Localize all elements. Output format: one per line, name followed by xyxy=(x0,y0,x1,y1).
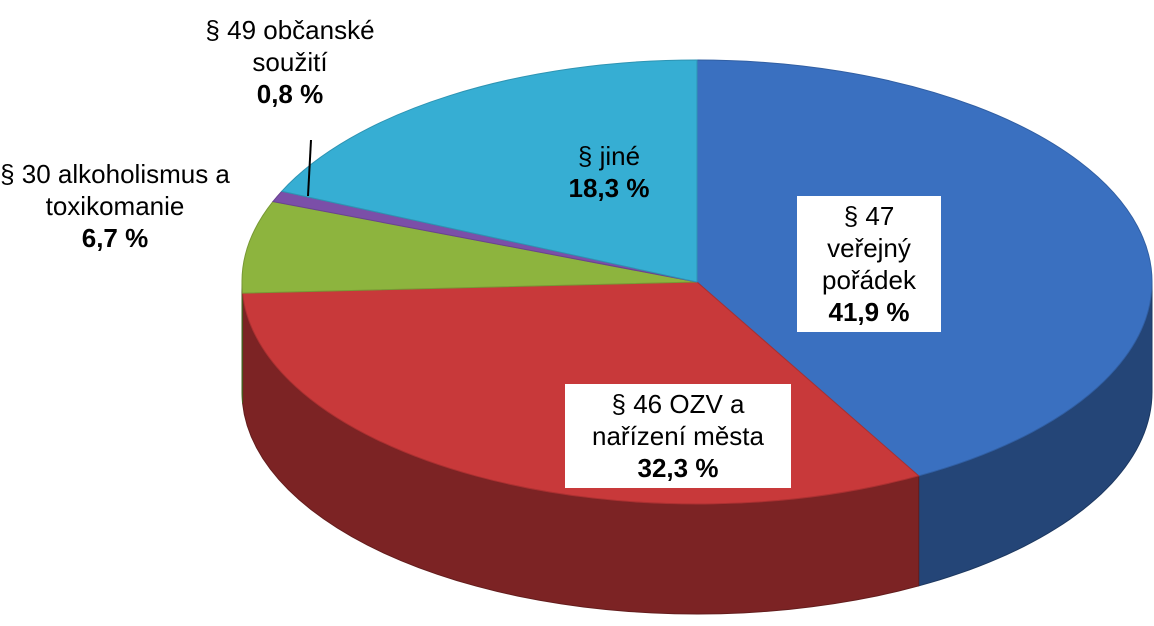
slice-label: § 30 alkoholismus a toxikomanie 6,7 % xyxy=(0,158,230,254)
pie-slice xyxy=(241,201,698,294)
value-label: 0,8 % xyxy=(256,79,324,109)
value-label: 32,3 % xyxy=(637,453,719,483)
category-label: § jiné xyxy=(577,141,641,171)
category-label: § 49 občanské soužití xyxy=(205,15,375,77)
value-label: 18,3 % xyxy=(568,173,650,203)
value-label: 41,9 % xyxy=(828,297,910,327)
slice-label: § 47 veřejný pořádek 41,9 % xyxy=(797,196,941,332)
category-label: § 47 veřejný pořádek xyxy=(822,201,916,295)
slice-label: § 49 občanské soužití 0,8 % xyxy=(180,14,400,110)
pie-side xyxy=(241,281,244,404)
pie-slice xyxy=(280,59,698,283)
value-label: 6,7 % xyxy=(81,223,149,253)
leader-line xyxy=(307,139,312,197)
category-label: § 46 OZV a nařízení města xyxy=(592,389,764,451)
slice-label: § 46 OZV a nařízení města 32,3 % xyxy=(565,384,791,488)
category-label: § 30 alkoholismus a toxikomanie xyxy=(0,159,230,221)
slice-label: § jiné 18,3 % xyxy=(546,140,672,204)
